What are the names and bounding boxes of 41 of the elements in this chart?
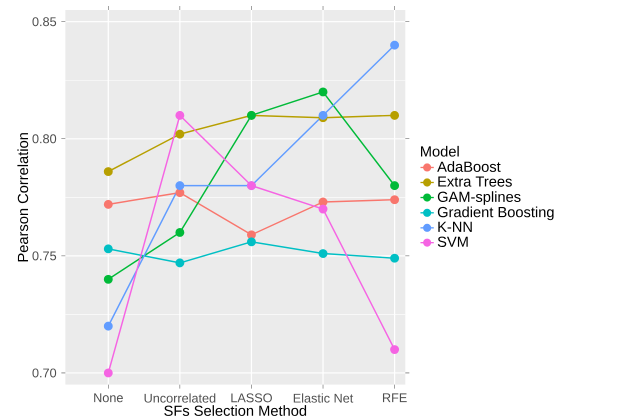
legend-label: AdaBoost [437, 160, 501, 172]
legend-label: SVM [438, 236, 468, 247]
point [390, 40, 400, 50]
point [390, 344, 400, 354]
point [318, 110, 328, 120]
point [104, 321, 113, 330]
point [318, 248, 328, 258]
y-axis-title: Pearson Correlation [17, 132, 28, 262]
point [390, 195, 400, 204]
point [104, 368, 113, 378]
point [104, 166, 113, 176]
x-axis-title: SFs Selection Method [164, 404, 306, 416]
point [104, 244, 113, 254]
legend-title: Model [421, 146, 459, 156]
legend-label: GAM-splines [438, 191, 521, 205]
point [175, 258, 184, 268]
x-tick-label: LASSO [231, 393, 272, 402]
point [318, 87, 328, 96]
y-tick-label: 0.75 [32, 251, 56, 260]
point [175, 129, 184, 138]
point [104, 274, 113, 284]
point [318, 204, 328, 214]
x-tick-label: Elastic Net [294, 393, 354, 402]
legend-label: Extra Trees [438, 176, 512, 187]
point [175, 180, 184, 190]
point [175, 110, 184, 120]
point [390, 180, 400, 190]
y-tick-label: 0.70 [32, 368, 56, 378]
point [175, 228, 184, 237]
legend-label: Gradient Boosting [438, 206, 554, 220]
x-tick-label: None [94, 393, 123, 402]
y-tick-label: 0.85 [32, 17, 56, 26]
point [104, 200, 113, 209]
legend-label: K-NN [438, 222, 472, 232]
x-tick-label: RFE [382, 393, 407, 402]
point [318, 197, 328, 206]
point [390, 254, 400, 262]
point [390, 110, 400, 120]
point [246, 237, 256, 246]
x-tick-label: Uncorrelated [144, 393, 216, 402]
y-tick-label: 0.80 [32, 134, 56, 144]
